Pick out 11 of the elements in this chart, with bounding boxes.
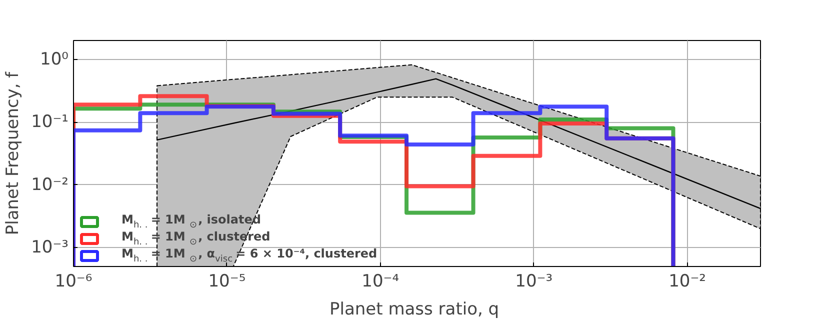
x-tick-label: 10⁻⁶ <box>54 272 92 292</box>
x-tick-label: 10⁻⁴ <box>362 272 400 292</box>
y-tick-label: 10⁻³ <box>31 238 68 258</box>
y-tick-label: 10⁻¹ <box>31 112 68 132</box>
x-axis-title: Planet mass ratio, q <box>330 300 500 320</box>
y-axis-title: Planet Frequency, f <box>3 70 24 236</box>
x-tick-label: 10⁻³ <box>515 272 553 292</box>
y-tick-label: 10⁰ <box>40 49 69 70</box>
y-tick-label: 10⁻² <box>31 174 68 195</box>
x-tick-label: 10⁻⁵ <box>208 272 246 292</box>
x-tick-label: 10⁻² <box>668 272 706 292</box>
